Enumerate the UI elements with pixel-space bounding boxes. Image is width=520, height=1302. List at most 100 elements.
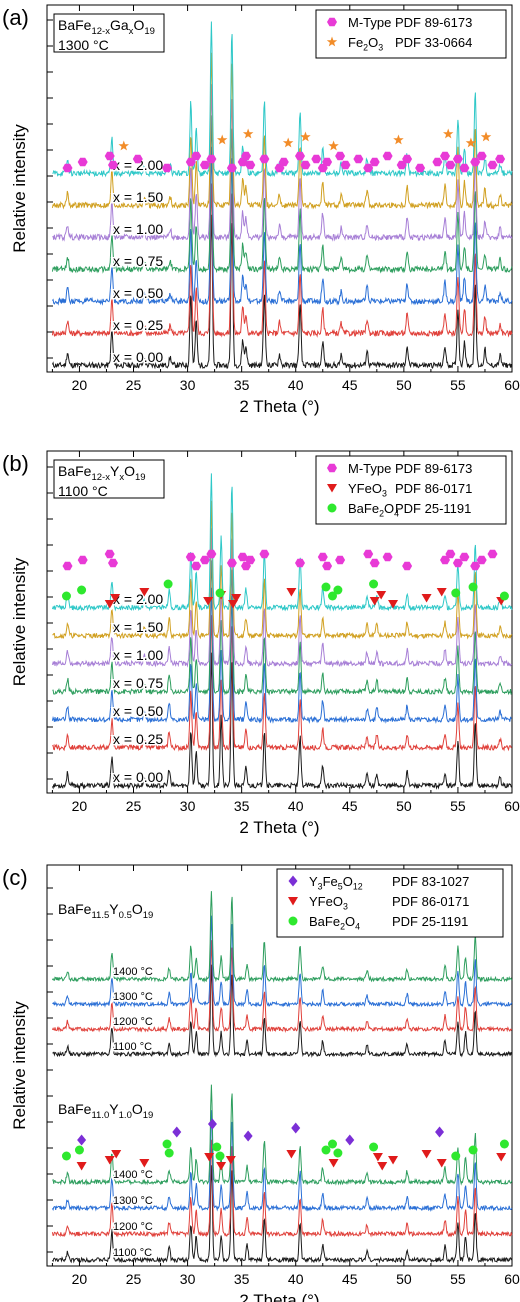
bafe2o4-marker bbox=[74, 1145, 84, 1155]
trace-a-5 bbox=[51, 52, 513, 210]
bafe2o4-marker bbox=[333, 1148, 343, 1158]
legend-box bbox=[276, 868, 504, 938]
yfeo3-marker bbox=[436, 1159, 447, 1168]
legend-marker-star bbox=[326, 36, 338, 47]
panel-b: 20 25 30 35 40 45 50 55 60 2 Theta (°) Relative in… bbox=[2, 450, 520, 837]
yfeo3-marker bbox=[225, 1156, 236, 1165]
fe2o3-marker bbox=[328, 140, 339, 151]
m-type-marker bbox=[402, 561, 413, 571]
x-tick-label: 25 bbox=[126, 798, 142, 814]
panel-label: (b) bbox=[2, 451, 29, 476]
yfeo3-marker bbox=[369, 597, 380, 606]
trace-label-a: x = 0.75 bbox=[113, 253, 163, 269]
x-tick-label: 40 bbox=[288, 1271, 304, 1287]
trace-b-3 bbox=[52, 560, 513, 696]
trace-label-c-bottom: 1200 °C bbox=[113, 1221, 153, 1233]
yfeo3-marker bbox=[110, 594, 121, 603]
x-tick-label: 60 bbox=[504, 1271, 520, 1287]
bafe2o4-marker bbox=[77, 585, 87, 595]
m-type-marker bbox=[191, 561, 202, 571]
legend-box bbox=[315, 455, 507, 525]
legend-entry-name: BaFe2O4 bbox=[309, 914, 360, 932]
x-tick-label: 20 bbox=[72, 798, 88, 814]
m-type-marker bbox=[226, 558, 237, 568]
x-tick-label: 55 bbox=[450, 798, 466, 814]
legend-marker-circle bbox=[288, 916, 298, 926]
trace-label-a: x = 0.25 bbox=[113, 317, 163, 333]
y3fe5o12-marker bbox=[291, 1122, 301, 1134]
m-type-marker bbox=[452, 154, 463, 164]
plot-frame bbox=[46, 4, 513, 373]
trace-c-bottom-0 bbox=[52, 1165, 513, 1264]
panel-title-formula: BaFe12-xGaxO19 bbox=[58, 17, 155, 37]
yfeo3-marker bbox=[286, 588, 297, 597]
x-tick-label: 25 bbox=[126, 377, 142, 393]
m-type-marker bbox=[476, 555, 487, 565]
fe2o3-marker bbox=[443, 128, 454, 139]
panel-label: (a) bbox=[2, 5, 29, 30]
m-type-marker bbox=[335, 555, 346, 565]
yfeo3-marker bbox=[139, 588, 150, 597]
trace-c-top-1 bbox=[51, 940, 513, 1033]
m-type-marker bbox=[340, 160, 351, 170]
trace-a-2 bbox=[52, 146, 513, 306]
trace-label-b: x = 0.75 bbox=[113, 675, 163, 691]
m-type-marker bbox=[311, 154, 322, 164]
x-tick-label: 30 bbox=[180, 1271, 196, 1287]
m-type-marker bbox=[322, 561, 333, 571]
fe2o3-marker bbox=[393, 134, 404, 145]
x-tick-label: 45 bbox=[342, 377, 358, 393]
trace-label-a: x = 1.00 bbox=[113, 221, 163, 237]
m-type-marker bbox=[487, 160, 498, 170]
fe2o3-marker bbox=[480, 131, 492, 142]
bafe2o4-marker bbox=[327, 1139, 337, 1149]
x-tick-label: 55 bbox=[450, 1271, 466, 1287]
panel-a: 20 25 30 35 40 45 50 55 60 2 Theta (°) Relative in… bbox=[2, 4, 520, 416]
m-type-marker bbox=[199, 160, 210, 170]
legend-box bbox=[315, 9, 507, 59]
panel-title-formula: BaFe11.0Y1.0O19 bbox=[58, 1101, 153, 1121]
x-tick-label: 45 bbox=[342, 1271, 358, 1287]
bafe2o4-marker bbox=[369, 1142, 379, 1152]
yfeo3-marker bbox=[216, 1162, 227, 1171]
legend-entry-pdf: PDF 33-0664 bbox=[395, 35, 472, 50]
legend-entry-name: BaFe2O4 bbox=[348, 501, 399, 519]
x-tick-label: 50 bbox=[396, 1271, 412, 1287]
m-type-marker bbox=[322, 157, 333, 167]
bafe2o4-marker bbox=[327, 591, 337, 601]
m-type-marker bbox=[132, 154, 143, 164]
trace-a-1 bbox=[51, 183, 513, 338]
m-type-marker bbox=[382, 552, 393, 562]
y3fe5o12-marker bbox=[435, 1126, 445, 1138]
m-type-marker bbox=[445, 549, 456, 559]
yfeo3-marker bbox=[388, 1156, 399, 1165]
trace-label-a: x = 0.50 bbox=[113, 285, 163, 301]
bafe2o4-marker bbox=[451, 1151, 461, 1161]
fe2o3-marker bbox=[217, 134, 228, 145]
yfeo3-marker bbox=[203, 597, 214, 606]
yfeo3-marker bbox=[421, 594, 432, 603]
m-type-marker bbox=[108, 558, 118, 568]
yfeo3-marker bbox=[139, 1159, 150, 1168]
trace-label-b: x = 2.00 bbox=[113, 591, 163, 607]
bafe2o4-marker bbox=[163, 579, 173, 589]
m-type-marker bbox=[300, 160, 311, 170]
plot-frame bbox=[46, 450, 513, 794]
x-axis-label: 2 Theta (°) bbox=[239, 818, 319, 837]
x-tick-label: 35 bbox=[234, 798, 250, 814]
trace-label-a: x = 2.00 bbox=[113, 157, 163, 173]
legend-marker-hexagon bbox=[327, 17, 337, 27]
legend-entry-name: YFeO3 bbox=[309, 894, 348, 912]
m-type-marker bbox=[415, 163, 426, 173]
trace-label-c-bottom: 1100 °C bbox=[113, 1247, 152, 1259]
y-axis-label: Relative intensity bbox=[10, 1001, 29, 1130]
fe2o3-marker bbox=[118, 140, 129, 151]
legend-marker-triangle bbox=[288, 897, 298, 906]
m-type-marker bbox=[495, 154, 506, 164]
m-type-marker bbox=[459, 163, 470, 173]
m-type-marker bbox=[245, 160, 256, 170]
y3fe5o12-marker bbox=[77, 1134, 87, 1146]
bafe2o4-marker bbox=[61, 591, 71, 601]
x-tick-label: 30 bbox=[180, 798, 196, 814]
